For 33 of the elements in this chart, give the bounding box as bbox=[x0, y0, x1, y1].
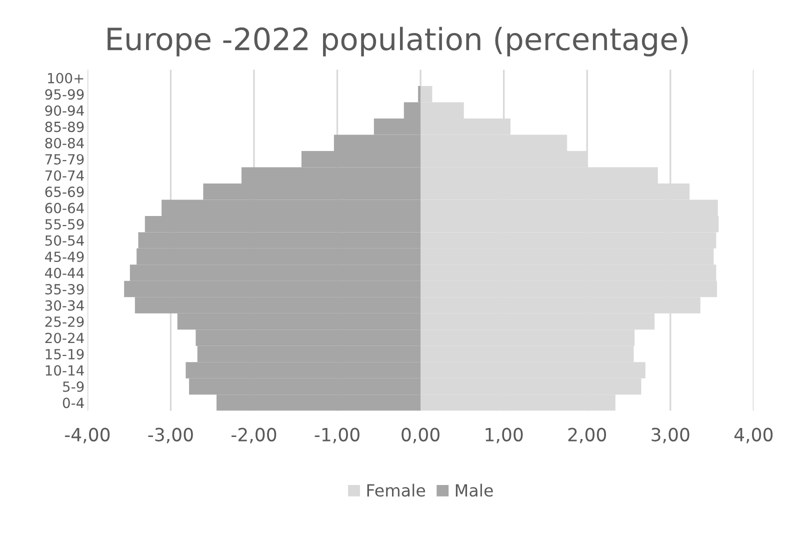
y-tick-label: 30-34 bbox=[45, 300, 84, 311]
y-tick-label: 55-59 bbox=[45, 219, 84, 230]
chart-title: Europe -2022 population (percentage) bbox=[108, 26, 688, 56]
x-tick-label: 1,00 bbox=[486, 428, 523, 444]
y-tick-label: 10-14 bbox=[46, 365, 84, 376]
y-tick-label: 95-99 bbox=[45, 89, 84, 100]
y-tick-label: 80-84 bbox=[45, 138, 84, 148]
y-tick-label: 15-19 bbox=[46, 348, 84, 360]
y-tick-label: 65-69 bbox=[45, 186, 84, 198]
y-tick-label: 35-39 bbox=[45, 284, 84, 294]
x-tick-label: 3,00 bbox=[652, 428, 690, 444]
x-tick-label: -2,00 bbox=[232, 428, 276, 444]
y-tick-label: 5-9 bbox=[63, 381, 84, 392]
y-tick-label: 70-74 bbox=[45, 170, 84, 181]
y-tick-label: 20-24 bbox=[45, 332, 84, 344]
x-tick-label: -1,00 bbox=[314, 428, 360, 444]
y-tick-label: 0-4 bbox=[62, 398, 84, 408]
legend-label: Female bbox=[367, 484, 426, 497]
y-tick-label: 90-94 bbox=[45, 105, 84, 116]
y-tick-label: 75-79 bbox=[45, 154, 84, 165]
y-tick-label: 60-64 bbox=[45, 202, 84, 214]
y-tick-label: 25-29 bbox=[45, 316, 84, 327]
x-tick-label: 0,00 bbox=[402, 428, 440, 444]
x-tick-label: 4,00 bbox=[734, 428, 773, 444]
x-tick-label: -3,00 bbox=[148, 428, 193, 444]
y-tick-label: 100+ bbox=[48, 72, 84, 84]
y-tick-label: 85-89 bbox=[45, 122, 84, 132]
y-tick-label: 50-54 bbox=[45, 235, 84, 246]
legend-label: Male bbox=[456, 484, 493, 497]
y-tick-label: 45-49 bbox=[44, 252, 84, 262]
x-tick-label: 2,00 bbox=[568, 428, 606, 444]
y-tick-label: 40-44 bbox=[44, 268, 84, 278]
x-tick-label: -4,00 bbox=[64, 428, 110, 444]
